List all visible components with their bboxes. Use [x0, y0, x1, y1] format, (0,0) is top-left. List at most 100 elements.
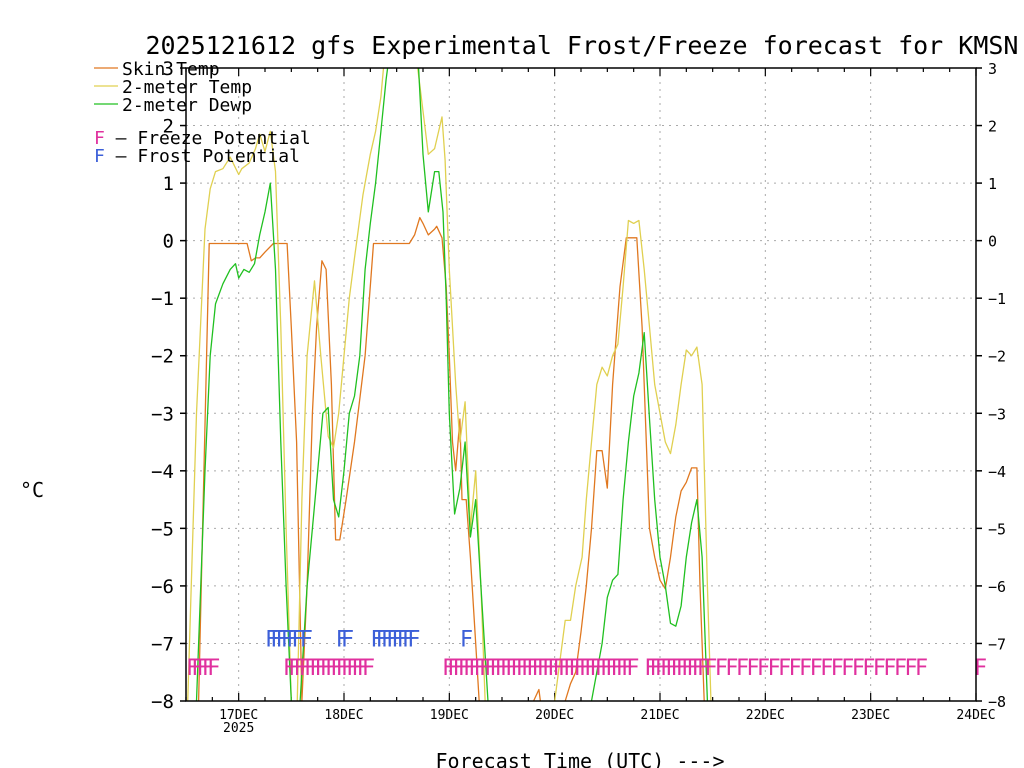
freeze-potential-marker: F: [458, 656, 471, 681]
legend-note-marker: F: [94, 128, 105, 149]
y-tick-label-right: 3: [988, 60, 997, 78]
freeze-potential-marker: F: [610, 656, 623, 681]
freeze-potential-marker: F: [510, 656, 523, 681]
freeze-potential-marker: F: [537, 656, 550, 681]
frost-potential-marker: F: [391, 627, 404, 652]
freeze-potential-marker: F: [542, 656, 555, 681]
y-tick-label-right: 2: [988, 118, 997, 136]
freeze-potential-marker: F: [304, 656, 317, 681]
x-axis-label: Forecast Time (UTC) --->: [436, 749, 725, 768]
y-tick-label-right: −2: [988, 348, 1006, 366]
freeze-potential-marker: F: [447, 656, 460, 681]
legend-label: Skin Temp: [122, 59, 220, 80]
freeze-potential-marker: F: [665, 656, 678, 681]
legend-note-text: – Freeze Potential: [105, 128, 311, 149]
freeze-potential-marker: F: [697, 656, 710, 681]
freeze-potential-marker: F: [568, 656, 581, 681]
x-tick-label: 17DEC: [219, 708, 258, 723]
freeze-potential-marker: F: [531, 656, 544, 681]
freeze-potential-marker: F: [191, 656, 204, 681]
freeze-potential-marker: F: [521, 656, 534, 681]
freeze-potential-marker: F: [495, 656, 508, 681]
frost-potential-marker: F: [397, 627, 410, 652]
freeze-potential-marker: F: [671, 656, 684, 681]
series-line-2-meter-temp: [187, 68, 712, 701]
freeze-potential-marker: F: [757, 656, 770, 681]
freeze-potential-marker: F: [283, 656, 296, 681]
freeze-potential-marker: F: [489, 656, 502, 681]
y-axis-ticks: 3 3 2 2 1 1 0 0 −1 −1 −2 −2 −3 −3 −4 −4 −5 −5 −6 −6 −7 −7 −8 −8: [151, 58, 1006, 713]
freeze-potential-marker: F: [207, 656, 220, 681]
freeze-potential-marker: F: [873, 656, 886, 681]
y-tick-label-left: −7: [151, 633, 174, 655]
series-lines: [187, 68, 712, 701]
freeze-potential-marker: F: [468, 656, 481, 681]
freeze-potential-marker: F: [516, 656, 529, 681]
freeze-potential-marker: F: [605, 656, 618, 681]
y-tick-label-right: −3: [988, 405, 1006, 423]
legend-note-marker: F: [94, 146, 105, 167]
freeze-potential-marker: F: [309, 656, 322, 681]
y-tick-label-right: 1: [988, 175, 997, 193]
freeze-potential-marker: F: [299, 656, 312, 681]
freeze-potential-marker: F: [686, 656, 699, 681]
y-axis-label: °C: [20, 478, 44, 502]
freeze-potential-marker: F: [820, 656, 833, 681]
freeze-potential-marker: F: [500, 656, 513, 681]
legend-note-text: – Frost Potential: [105, 146, 300, 167]
freeze-potential-marker: F: [736, 656, 749, 681]
freeze-potential-marker: F: [883, 656, 896, 681]
freeze-potential-marker: F: [351, 656, 364, 681]
freeze-potential-marker: F: [799, 656, 812, 681]
freeze-potential-marker: F: [725, 656, 738, 681]
freeze-potential-marker: F: [563, 656, 576, 681]
y-tick-label-left: 3: [163, 58, 174, 80]
frost-potential-marker: F: [281, 627, 294, 652]
freeze-potential-marker: F: [644, 656, 657, 681]
freeze-potential-marker: F: [915, 656, 928, 681]
freeze-potential-marker: F: [595, 656, 608, 681]
freeze-potential-marker: F: [862, 656, 875, 681]
freeze-potential-marker: F: [778, 656, 791, 681]
frost-potential-marker: F: [376, 627, 389, 652]
x-tick-label: 24DEC: [956, 708, 995, 723]
y-tick-label-left: −1: [151, 288, 174, 310]
frost-potential-marker: F: [300, 627, 313, 652]
grid-lines: [186, 68, 976, 701]
plot-frame: [185, 67, 977, 702]
y-tick-label-left: −6: [151, 576, 174, 598]
freeze-potential-marker: F: [974, 656, 987, 681]
x-tick-sublabel: 2025: [223, 721, 254, 736]
frost-potential-marker: F: [270, 627, 283, 652]
freeze-potential-marker: F: [325, 656, 338, 681]
legend-note: F – Freeze Potential: [94, 128, 311, 149]
legend-note: F – Frost Potential: [94, 146, 300, 167]
freeze-potential-marker: F: [357, 656, 370, 681]
x-tick-label: 21DEC: [640, 708, 679, 723]
frost-potential-marker: F: [265, 627, 278, 652]
y-tick-label-right: −4: [988, 463, 1006, 481]
frost-potential-marker: F: [291, 627, 304, 652]
frost-potential-marker: F: [402, 627, 415, 652]
freeze-potential-marker: F: [621, 656, 634, 681]
freeze-potential-marker: F: [452, 656, 465, 681]
freeze-potential-marker: F: [676, 656, 689, 681]
frost-potential-marker: F: [386, 627, 399, 652]
freeze-potential-marker: F: [789, 656, 802, 681]
freeze-potential-marker: F: [505, 656, 518, 681]
frost-potential-marker: F: [407, 627, 420, 652]
freeze-potential-marker: F: [715, 656, 728, 681]
y-tick-label-left: −4: [151, 461, 174, 483]
frost-potential-marker: F: [341, 627, 354, 652]
y-tick-label-left: −8: [151, 691, 174, 713]
y-tick-label-left: 0: [163, 231, 174, 253]
frost-potential-marker: F: [336, 627, 349, 652]
freeze-potential-marker: F: [584, 656, 597, 681]
freeze-potential-marker: F: [186, 656, 199, 681]
x-tick-label: 18DEC: [324, 708, 363, 723]
y-tick-label-right: −5: [988, 520, 1006, 538]
x-tick-label: 20DEC: [535, 708, 574, 723]
y-tick-label-right: −8: [988, 693, 1006, 711]
